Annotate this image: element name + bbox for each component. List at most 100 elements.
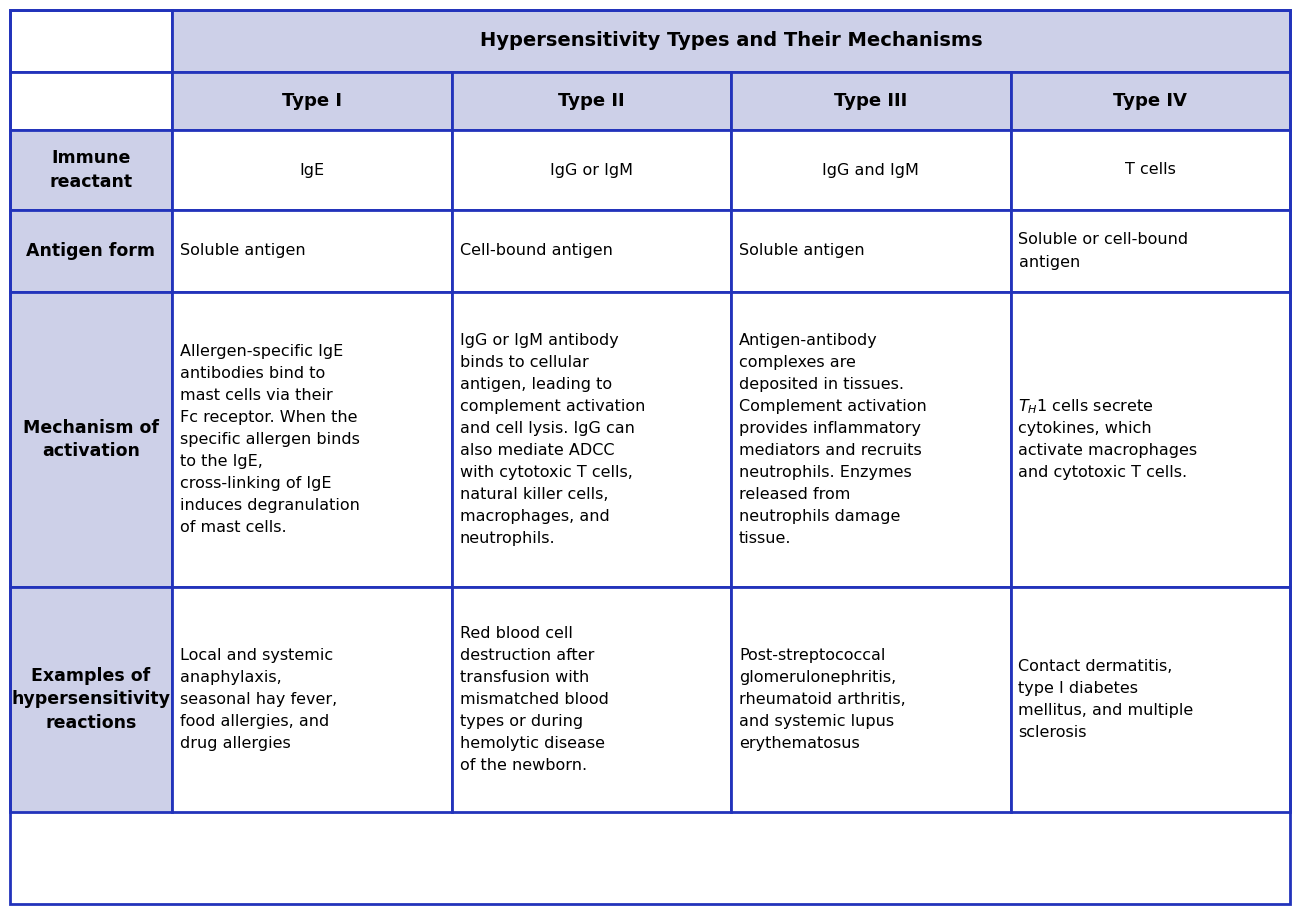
Text: complexes are: complexes are [738, 355, 855, 370]
Text: Allergen-specific IgE: Allergen-specific IgE [179, 344, 343, 359]
Bar [172, 292, 451, 587]
Text: of mast cells.: of mast cells. [179, 520, 286, 536]
Text: IgE: IgE [299, 163, 324, 177]
Text: and cytotoxic T cells.: and cytotoxic T cells. [1018, 465, 1188, 480]
Bar [172, 130, 451, 210]
Bar [10, 10, 172, 72]
Text: macrophages, and: macrophages, and [459, 509, 610, 524]
Text: Contact dermatitis,: Contact dermatitis, [1018, 659, 1173, 674]
Text: mast cells via their: mast cells via their [179, 388, 333, 403]
Text: mismatched blood: mismatched blood [459, 692, 608, 707]
Bar [1010, 587, 1290, 812]
Text: transfusion with: transfusion with [459, 670, 589, 685]
Text: Soluble antigen: Soluble antigen [738, 243, 865, 259]
Text: food allergies, and: food allergies, and [179, 714, 329, 729]
Text: with cytotoxic T cells,: with cytotoxic T cells, [459, 465, 632, 480]
Text: destruction after: destruction after [459, 648, 594, 663]
Text: Soluble antigen: Soluble antigen [179, 243, 306, 259]
Text: released from: released from [738, 487, 850, 502]
Text: Type III: Type III [835, 92, 907, 110]
Bar [10, 210, 172, 292]
Bar [10, 130, 172, 210]
Text: IgG or IgM antibody: IgG or IgM antibody [459, 333, 619, 348]
Text: deposited in tissues.: deposited in tissues. [738, 377, 904, 392]
Text: specific allergen binds: specific allergen binds [179, 432, 360, 447]
Bar [10, 292, 172, 587]
Bar [172, 210, 451, 292]
Bar [451, 130, 731, 210]
Text: of the newborn.: of the newborn. [459, 758, 586, 773]
Text: T cells: T cells [1124, 163, 1175, 177]
Text: sclerosis: sclerosis [1018, 725, 1087, 740]
Text: mellitus, and multiple: mellitus, and multiple [1018, 703, 1193, 718]
Text: type I diabetes: type I diabetes [1018, 681, 1139, 696]
Text: antigen, leading to: antigen, leading to [459, 377, 611, 392]
Text: Cell-bound antigen: Cell-bound antigen [459, 243, 612, 259]
Text: Complement activation: Complement activation [738, 399, 927, 414]
Text: mediators and recruits: mediators and recruits [738, 443, 922, 458]
Text: neutrophils. Enzymes: neutrophils. Enzymes [738, 465, 911, 480]
Text: Mechanism of: Mechanism of [23, 419, 159, 437]
Bar [10, 587, 172, 812]
Text: reactant: reactant [49, 173, 133, 191]
Text: induces degranulation: induces degranulation [179, 498, 360, 513]
Text: Red blood cell: Red blood cell [459, 626, 572, 641]
Text: activate macrophages: activate macrophages [1018, 443, 1197, 458]
Text: Antigen form: Antigen form [26, 242, 156, 260]
Text: hypersensitivity: hypersensitivity [12, 690, 170, 708]
Bar [451, 210, 731, 292]
Bar [1010, 72, 1290, 130]
Bar [172, 72, 451, 130]
Text: reactions: reactions [46, 715, 136, 732]
Text: glomerulonephritis,: glomerulonephritis, [738, 670, 896, 685]
Text: antigen: antigen [1018, 254, 1080, 270]
Text: neutrophils damage: neutrophils damage [738, 509, 901, 524]
Text: to the IgE,: to the IgE, [179, 454, 263, 469]
Text: also mediate ADCC: also mediate ADCC [459, 443, 614, 458]
Text: and systemic lupus: and systemic lupus [738, 714, 894, 729]
Bar [731, 292, 1010, 587]
Text: rheumatoid arthritis,: rheumatoid arthritis, [738, 692, 906, 707]
Text: Type IV: Type IV [1113, 92, 1187, 110]
Text: Immune: Immune [51, 149, 131, 167]
Text: cytokines, which: cytokines, which [1018, 421, 1152, 436]
Text: provides inflammatory: provides inflammatory [738, 421, 920, 436]
Bar [1010, 292, 1290, 587]
Text: types or during: types or during [459, 714, 582, 729]
Bar [172, 587, 451, 812]
Bar [451, 292, 731, 587]
Text: antibodies bind to: antibodies bind to [179, 366, 325, 381]
Bar [1010, 210, 1290, 292]
Text: binds to cellular: binds to cellular [459, 355, 588, 370]
Text: IgG or IgM: IgG or IgM [550, 163, 633, 177]
Text: tissue.: tissue. [738, 531, 792, 547]
Text: natural killer cells,: natural killer cells, [459, 487, 608, 502]
Text: activation: activation [42, 442, 140, 461]
Bar [731, 130, 1010, 210]
Text: cross-linking of IgE: cross-linking of IgE [179, 476, 332, 491]
Text: Antigen-antibody: Antigen-antibody [738, 333, 878, 348]
Text: neutrophils.: neutrophils. [459, 531, 555, 547]
Text: Type I: Type I [282, 92, 342, 110]
Text: Type II: Type II [558, 92, 624, 110]
Bar [731, 587, 1010, 812]
Text: and cell lysis. IgG can: and cell lysis. IgG can [459, 421, 634, 436]
Text: drug allergies: drug allergies [179, 736, 291, 751]
Text: Hypersensitivity Types and Their Mechanisms: Hypersensitivity Types and Their Mechani… [480, 31, 983, 50]
Bar [731, 72, 1010, 130]
Bar [451, 587, 731, 812]
Text: Post-streptococcal: Post-streptococcal [738, 648, 885, 663]
Bar [731, 210, 1010, 292]
Text: IgG and IgM: IgG and IgM [823, 163, 919, 177]
Text: complement activation: complement activation [459, 399, 645, 414]
Text: Examples of: Examples of [31, 666, 151, 685]
Text: anaphylaxis,: anaphylaxis, [179, 670, 282, 685]
Text: erythematosus: erythematosus [738, 736, 859, 751]
Text: seasonal hay fever,: seasonal hay fever, [179, 692, 337, 707]
Bar [451, 72, 731, 130]
Text: hemolytic disease: hemolytic disease [459, 736, 604, 751]
Bar [172, 10, 1290, 72]
Bar [1010, 130, 1290, 210]
Bar [10, 72, 172, 130]
Text: $T_{H}$1 cells secrete: $T_{H}$1 cells secrete [1018, 397, 1154, 416]
